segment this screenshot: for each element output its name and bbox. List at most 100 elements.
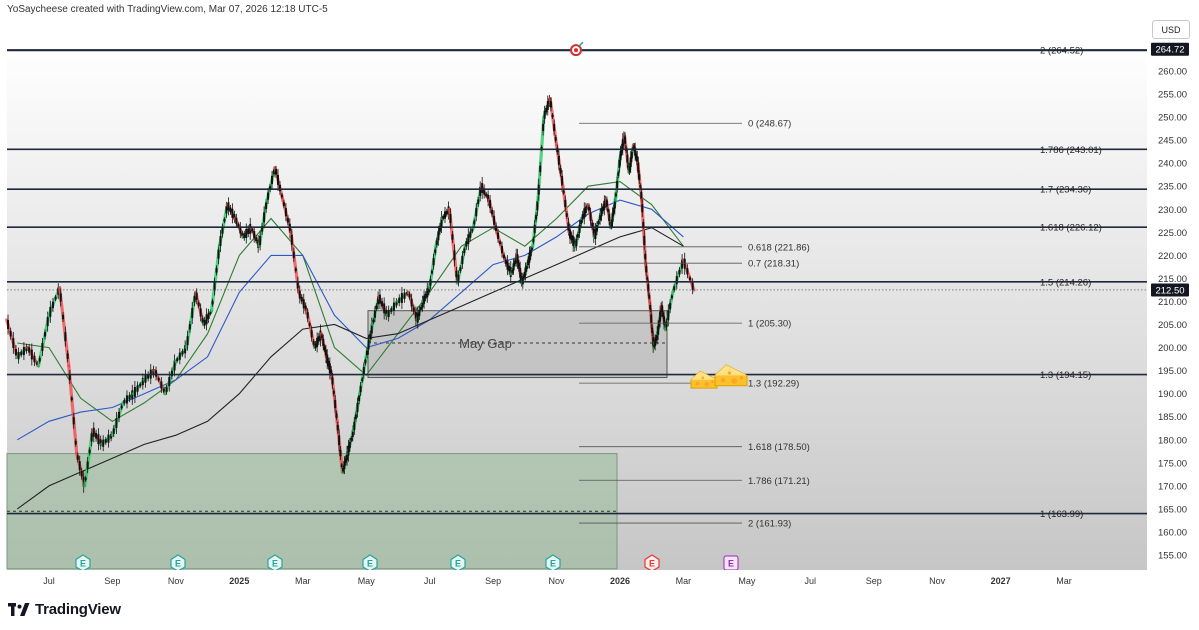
candle-body — [421, 300, 424, 308]
candle-body — [193, 296, 196, 303]
candle-body — [261, 226, 264, 232]
earnings-marker[interactable]: E — [723, 555, 739, 571]
candle-body — [594, 229, 597, 240]
candle-body — [479, 186, 482, 196]
support-zone[interactable] — [6, 453, 618, 570]
candle-body — [97, 434, 100, 445]
candle-body — [385, 309, 388, 317]
candle-body — [173, 360, 176, 371]
candle-body — [267, 192, 270, 200]
candle-body — [540, 146, 543, 150]
candle-body — [353, 421, 356, 430]
candle-body — [367, 340, 370, 350]
candle-body — [336, 424, 339, 431]
short-fib-label: 0 (248.67) — [748, 119, 791, 130]
candle-body — [115, 418, 118, 429]
short-fib-label: 0.7 (218.31) — [748, 259, 799, 270]
candle-body — [62, 314, 65, 320]
candle-body — [274, 169, 277, 175]
candle-body — [583, 208, 586, 219]
y-tick-label: 165.00 — [1158, 504, 1187, 515]
x-tick-label: Sep — [104, 576, 120, 586]
candle-body — [589, 212, 592, 221]
candle-body — [636, 156, 639, 166]
currency-selector[interactable]: USD — [1152, 20, 1190, 39]
candle-body — [467, 234, 470, 245]
earnings-marker-label: E — [728, 559, 734, 569]
candle-body — [332, 390, 335, 395]
earnings-marker-label: E — [80, 559, 86, 569]
candle-body — [686, 268, 689, 275]
may-gap-zone[interactable] — [367, 310, 668, 379]
short-fib-label: 2 (161.93) — [748, 519, 791, 530]
candle-body — [457, 274, 460, 283]
candle-body — [564, 199, 567, 208]
candle-body — [334, 399, 337, 409]
candle-body — [320, 335, 323, 338]
candle-body — [444, 211, 447, 219]
candle-body — [112, 428, 115, 434]
candle-body — [640, 191, 643, 200]
candle-body — [377, 296, 380, 305]
candle-body — [221, 227, 224, 234]
candle-body — [506, 260, 509, 270]
candle-body — [608, 213, 611, 221]
y-tick-label: 170.00 — [1158, 481, 1187, 492]
candle-body — [675, 276, 678, 285]
candle-body — [99, 439, 102, 446]
candle-body — [611, 212, 614, 222]
tradingview-footer: TradingView — [8, 601, 121, 618]
candle-body — [330, 369, 333, 377]
candle-body — [123, 399, 126, 404]
candle-body — [553, 123, 556, 132]
candle-body — [633, 145, 636, 149]
candle-body — [133, 386, 136, 397]
y-tick-label: 175.00 — [1158, 458, 1187, 469]
candle-body — [591, 222, 594, 228]
target-icon — [570, 41, 584, 57]
candle-body — [453, 250, 456, 261]
candle-body — [239, 226, 242, 234]
candle-body — [59, 293, 62, 302]
y-tick-label: 240.00 — [1158, 159, 1187, 170]
candle-body — [536, 201, 539, 211]
candle-body — [449, 214, 452, 224]
candle-body — [657, 325, 660, 335]
candle-body — [110, 434, 113, 439]
candle-body — [286, 217, 289, 223]
candle-body — [529, 249, 532, 257]
candle-body — [66, 353, 69, 359]
candle-body — [662, 312, 665, 317]
candle-body — [308, 323, 311, 326]
x-tick-label: 2026 — [610, 576, 630, 586]
candle-body — [565, 213, 568, 217]
candle-body — [288, 223, 291, 233]
earnings-marker-label: E — [367, 559, 373, 569]
price-axis-background — [1147, 15, 1199, 590]
candle-body — [358, 395, 361, 401]
candle-body — [618, 159, 621, 168]
candle-body — [269, 186, 272, 190]
x-tick-label: Sep — [866, 576, 882, 586]
candle-body — [88, 449, 91, 454]
candle-body — [372, 319, 375, 323]
candle-body — [584, 206, 587, 214]
candle-body — [549, 101, 552, 108]
candle-body — [527, 259, 530, 265]
cheese-icon — [714, 364, 748, 387]
candle-body — [219, 236, 222, 246]
candle-body — [554, 137, 557, 141]
candle-body — [561, 176, 564, 187]
candle-body — [531, 247, 534, 250]
candle-body — [328, 363, 331, 374]
candle-body — [438, 226, 441, 232]
fib-level-label: 2 (264.52) — [1040, 46, 1083, 57]
x-tick-label: Nov — [549, 576, 566, 586]
candle-body — [298, 290, 301, 299]
candle-body — [317, 336, 320, 342]
candle-body — [427, 286, 430, 293]
candle-body — [296, 281, 299, 289]
candle-body — [255, 237, 258, 242]
candle-body — [155, 370, 158, 377]
